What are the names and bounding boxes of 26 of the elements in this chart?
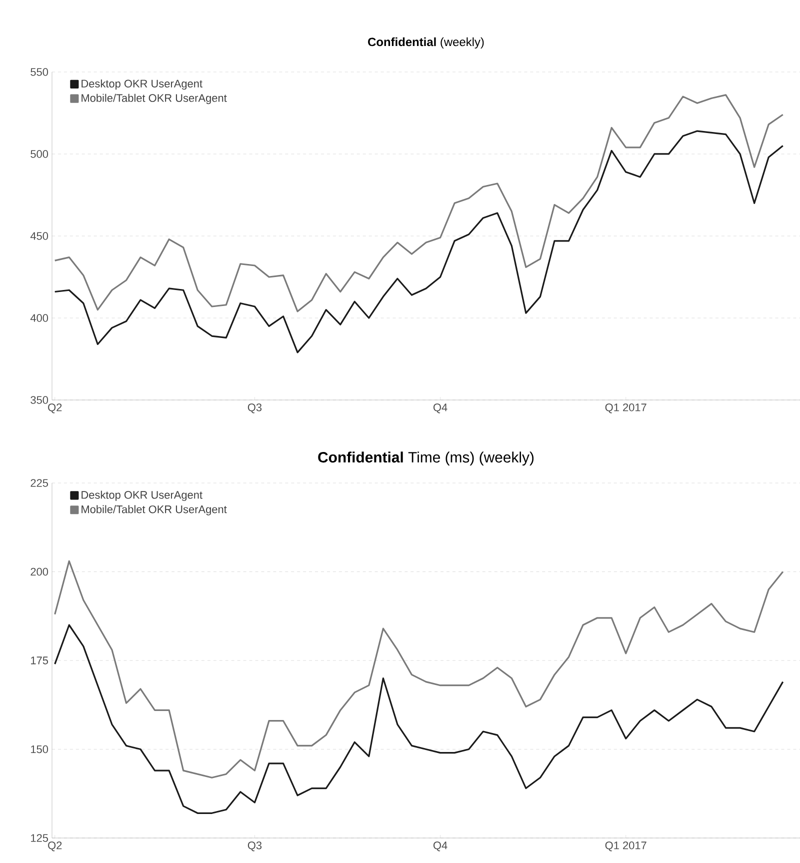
y-tick-label: 550 bbox=[30, 68, 48, 76]
x-tick-label: Q3 bbox=[248, 842, 262, 852]
legend-label: Mobile/Tablet OKR UserAgent bbox=[82, 505, 227, 516]
line-series bbox=[54, 94, 784, 312]
line-series bbox=[54, 624, 784, 814]
y-tick-label: 450 bbox=[30, 232, 48, 240]
y-tick-label: 500 bbox=[30, 150, 48, 158]
y-tick-label: 400 bbox=[30, 314, 48, 322]
legend-label: Desktop OKR UserAgent bbox=[82, 79, 202, 90]
x-tick-label: Q4 bbox=[433, 404, 448, 414]
y-tick-label: 125 bbox=[30, 834, 48, 842]
x-tick-label: Q3 bbox=[248, 404, 262, 414]
y-tick-label: 225 bbox=[30, 479, 48, 487]
chart-title: Confidential (weekly) bbox=[368, 37, 484, 49]
y-tick-label: 200 bbox=[30, 568, 48, 576]
y-tick-label: 150 bbox=[30, 745, 48, 754]
x-tick-label: Q1 2017 bbox=[605, 842, 646, 852]
legend-label: Desktop OKR UserAgent bbox=[82, 490, 202, 501]
x-tick-label: Q2 bbox=[48, 404, 62, 414]
y-tick-label: 175 bbox=[30, 656, 48, 664]
x-tick-label: Q4 bbox=[433, 842, 448, 852]
y-tick-label: 350 bbox=[30, 396, 48, 404]
x-tick-label: Q2 bbox=[48, 842, 62, 852]
x-tick-label: Q1 2017 bbox=[605, 404, 646, 414]
chart-title: Confidential Time (ms) (weekly) bbox=[318, 452, 534, 466]
legend-label: Mobile/Tablet OKR UserAgent bbox=[82, 94, 227, 104]
